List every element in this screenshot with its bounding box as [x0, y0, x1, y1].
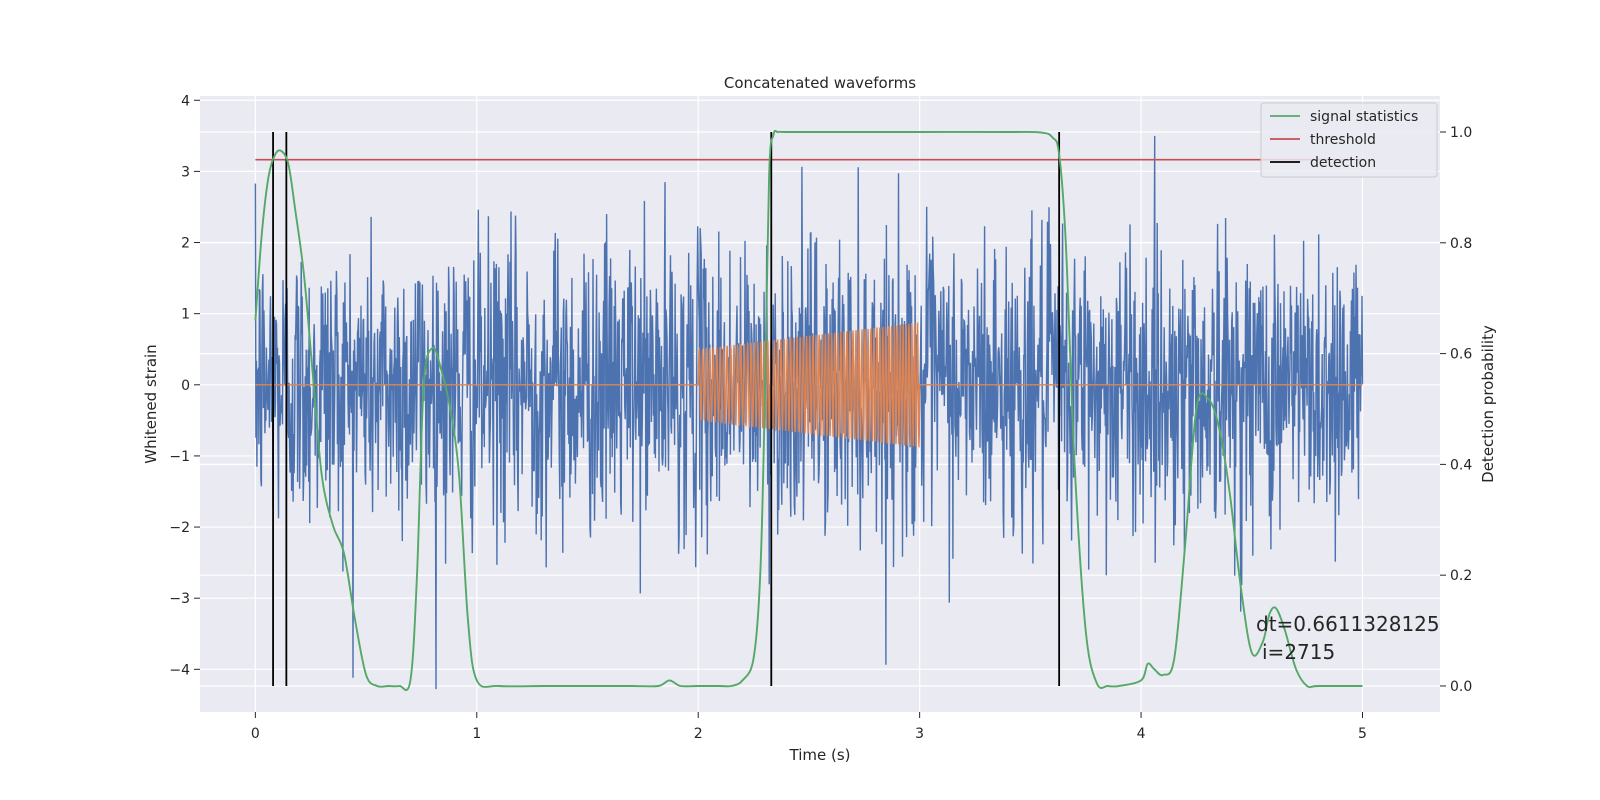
annotation-dt: dt=0.6611328125	[1256, 612, 1440, 636]
y-axis-label-right: Detection probability	[1479, 325, 1497, 483]
y-tick-label-left: −1	[169, 449, 190, 465]
injection-series	[255, 321, 1363, 448]
legend-label-signal-statistics: signal statistics	[1310, 109, 1418, 125]
legend-box	[1260, 102, 1438, 178]
y-axis-label-left: Whitened strain	[142, 344, 160, 463]
noise-series	[254, 135, 1364, 690]
x-tick-label: 4	[1137, 726, 1146, 742]
legend-label-threshold: threshold	[1310, 132, 1376, 148]
y-tick-label-right: 1.0	[1450, 125, 1472, 141]
x-tick-label: 2	[694, 726, 703, 742]
y-tick-label-left: 3	[181, 164, 190, 180]
x-tick-label: 3	[915, 726, 924, 742]
injection-line	[255, 321, 1363, 448]
x-tick-label: 5	[1358, 726, 1367, 742]
x-tick-label: 1	[472, 726, 481, 742]
y-tick-label-left: 0	[181, 378, 190, 394]
signal-statistics-line	[254, 129, 1363, 691]
overlay-series	[254, 129, 1363, 691]
y-tick-label-left: 4	[181, 93, 190, 109]
y-tick-label-right: 0.2	[1450, 568, 1472, 584]
y-tick-label-left: −4	[169, 662, 190, 678]
chart-title: Concatenated waveforms	[724, 74, 916, 92]
y-tick-label-right: 0.0	[1450, 679, 1472, 695]
y-tick-label-left: −2	[169, 520, 190, 536]
y-tick-label-right: 0.8	[1450, 236, 1472, 252]
y-tick-label-left: −3	[169, 591, 190, 607]
y-tick-label-left: 2	[181, 236, 190, 252]
x-axis-label: Time (s)	[789, 746, 851, 764]
y-tick-label-right: 0.6	[1450, 347, 1472, 363]
x-tick-label: 0	[251, 726, 260, 742]
y-tick-label-right: 0.4	[1450, 457, 1472, 473]
legend: signal statistics threshold detection	[1260, 102, 1438, 178]
legend-label-detection: detection	[1310, 155, 1376, 171]
noise-line	[254, 135, 1364, 690]
axes: 0 1 2 3 4 5 −4 −3 −2 −1 0 1 2 3 4 0.0 0.2 0.4 0.6 0.8 1.0	[169, 93, 1472, 742]
y-tick-label-left: 1	[181, 307, 190, 323]
annotation-i: i=2715	[1262, 640, 1335, 664]
